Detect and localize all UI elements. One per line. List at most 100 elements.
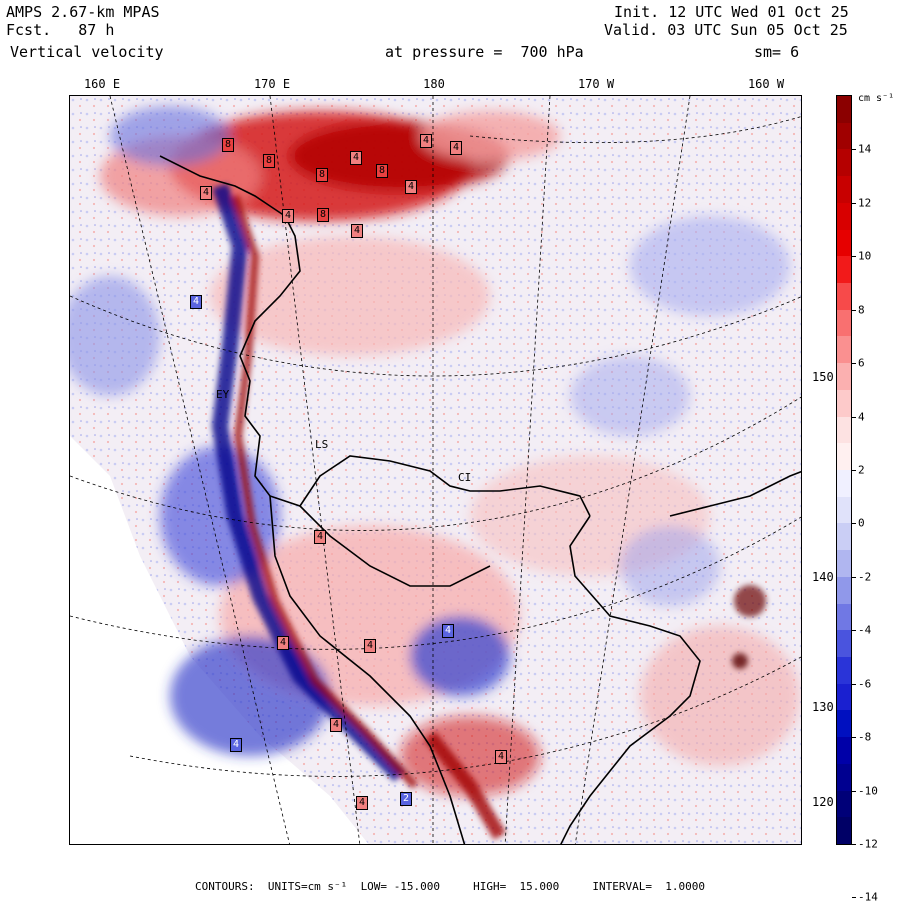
contour-label: 4	[450, 141, 463, 155]
colorbar-segment	[837, 710, 851, 738]
colorbar-tick	[852, 363, 856, 365]
contour-label: 4	[200, 186, 213, 200]
valid-prefix: Valid.	[604, 21, 659, 39]
colorbar-tick	[852, 470, 856, 471]
colorbar-segment	[837, 603, 851, 631]
lon-label-160e: 160 E	[83, 77, 121, 91]
colorbar-label: -12	[858, 837, 878, 851]
station-ls: LS	[315, 438, 328, 451]
descent-zone-nw	[110, 106, 230, 166]
contour-label: 4	[314, 530, 327, 544]
descent-zone-ne	[630, 216, 790, 316]
contour-label: 4	[330, 718, 343, 732]
ascent-zone-se	[640, 626, 800, 766]
colorbar-tick	[852, 202, 856, 204]
colorbar-segment	[837, 389, 851, 418]
colorbar-segment	[837, 416, 851, 444]
interval-label: INTERVAL=	[592, 880, 653, 893]
vertical-velocity-map: EY LS CI	[70, 96, 801, 844]
map-panel: EY LS CI 8 8 8 8 8 4 4 4 4 4 4 4 4 4 4 4…	[69, 95, 802, 845]
no-data-region	[70, 436, 369, 844]
colorbar-segment	[837, 176, 851, 204]
colorbar-units: cm s⁻¹	[858, 93, 895, 104]
colorbar-segment	[837, 149, 851, 177]
level-value: 700 hPa	[520, 43, 584, 61]
parallel-1	[70, 295, 801, 377]
meridian-160e	[109, 96, 290, 844]
valid-time: Valid. 03 UTC Sun 05 Oct 25	[604, 22, 848, 39]
descent-zone-east2	[620, 526, 720, 606]
colorbar-segment	[837, 283, 851, 311]
contour-label: 8	[263, 154, 276, 168]
transantarctic-front	[269, 495, 466, 844]
contour-label: 4	[364, 639, 377, 653]
meridian-170w	[504, 96, 551, 844]
init-time: Init. 12 UTC Wed 01 Oct 25	[614, 4, 849, 21]
colorbar-segment	[837, 576, 851, 605]
colorbar-tick	[852, 416, 856, 418]
colorbar-label: 2	[858, 463, 865, 477]
colorbar-tick	[852, 897, 856, 899]
colorbar-tick	[852, 523, 856, 525]
colorbar-segment	[837, 96, 851, 124]
colorbar-label: -4	[858, 623, 872, 637]
ascent-zone-ne	[420, 111, 560, 161]
descent-zone-center	[410, 616, 510, 696]
colorbar-segment	[837, 336, 851, 364]
contour-label: 4	[405, 180, 418, 194]
colorbar-label: 14	[858, 142, 872, 156]
contour-info: CONTOURS: UNITS=cm s⁻¹ LOW= -15.000 HIGH…	[0, 880, 900, 893]
lon-label-170e: 170 E	[253, 77, 291, 91]
lon-label-160w: 160 W	[747, 77, 785, 91]
low-label: LOW=	[360, 880, 388, 893]
fcst-prefix: Fcst.	[6, 21, 52, 39]
colorbar-segment	[837, 790, 851, 818]
forecast-hour: Fcst. 87 h	[6, 22, 114, 39]
ascent-band-south	[424, 731, 507, 840]
colorbar-label: 8	[858, 303, 865, 317]
colorbar-segment	[837, 122, 851, 150]
mountain-descent-band	[211, 183, 406, 782]
colorbar-segment	[837, 229, 851, 257]
low-value: -15.000	[393, 880, 441, 893]
colorbar-segment	[837, 550, 851, 578]
mountain-ascent-band	[231, 194, 418, 789]
contour-label: 8	[317, 208, 330, 222]
marie-byrd-coast	[560, 515, 701, 844]
colorbar-segment	[837, 763, 851, 792]
colorbar-segment	[837, 443, 851, 471]
init-prefix: Init.	[614, 3, 660, 21]
parallel-3	[70, 516, 801, 650]
colorbar-segment	[837, 202, 851, 231]
colorbar-segment	[837, 737, 851, 765]
lon-label-180: 180	[423, 77, 445, 91]
colorbar-tick	[852, 149, 856, 151]
parallel-4	[129, 656, 801, 777]
colorbar	[836, 95, 852, 845]
colorbar-label: -10	[858, 784, 878, 798]
descent-zone-sw	[170, 636, 330, 756]
contour-label: 8	[316, 168, 329, 182]
ross-ice-shelf-edge	[159, 155, 591, 517]
pressure-level: at pressure = 700 hPa	[385, 44, 584, 61]
model-title: AMPS 2.67-km MPAS	[6, 3, 160, 21]
colorbar-segment	[837, 309, 851, 337]
colorbar-tick	[852, 256, 856, 258]
station-ci: CI	[458, 471, 471, 484]
fcst-value: 87 h	[78, 21, 115, 39]
colorbar-segment	[837, 657, 851, 685]
contour-label: 2	[400, 792, 413, 806]
parallel-2	[70, 396, 801, 531]
field-name: Vertical velocity	[10, 43, 164, 61]
ascent-cell-east	[734, 585, 766, 617]
colorbar-label: 12	[858, 196, 872, 210]
contour-label: 4	[442, 624, 455, 638]
colorbar-label: 4	[858, 410, 865, 424]
colorbar-label: -6	[858, 677, 872, 691]
lon-label-170w: 170 W	[577, 77, 615, 91]
colorbar-label: 10	[858, 249, 872, 263]
colorbar-tick	[852, 844, 856, 845]
colorbar-segment	[837, 363, 851, 391]
ascent-zone-central	[210, 236, 490, 356]
contours-label: CONTOURS:	[194, 880, 255, 893]
